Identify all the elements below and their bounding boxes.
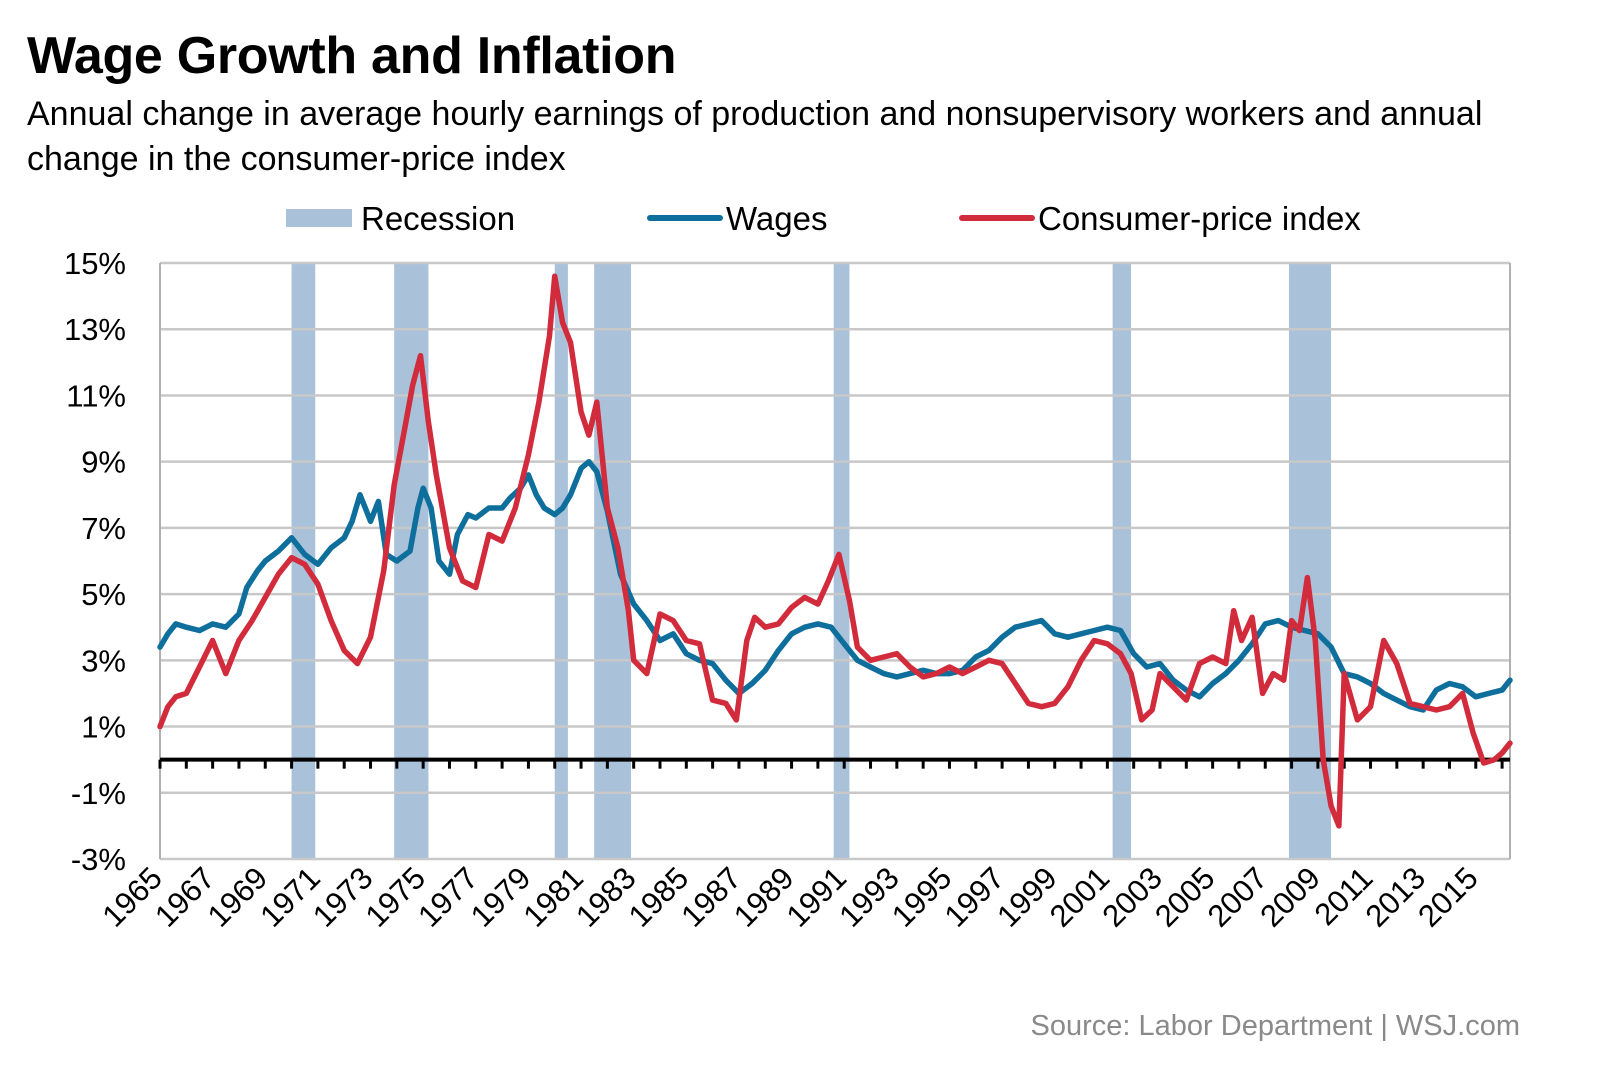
gridlines [160,261,1510,861]
x-tick-label: 2009 [1253,860,1327,934]
x-tick-label: 2003 [1095,860,1169,934]
y-tick-labels: 15% 13% 11% 9% 7% 5% 3% 1% -1% -3% [64,246,126,877]
x-tick-label: 1981 [516,860,590,934]
chart-source: Source: Labor Department | WSJ.com [1030,1010,1520,1042]
x-tick-label: 1973 [306,860,380,934]
legend-label: Recession [361,200,515,237]
x-tick-label: 1977 [411,860,485,934]
chart-title: Wage Growth and Inflation [27,27,677,85]
y-tick-label: 13% [64,312,126,347]
x-tick-label: 1997 [938,860,1012,934]
recession-bands [291,263,1332,859]
legend: Recession Wages Consumer-price index [286,200,1361,237]
x-tick-label: 1985 [622,860,696,934]
x-tick-label: 1983 [569,860,643,934]
y-tick-label: -1% [71,776,126,811]
chart-subtitle: Annual change in average hourly earnings… [27,95,1483,178]
series-line-wages [157,458,1513,713]
zero-axis [158,757,1510,769]
y-tick-label: 7% [81,511,126,546]
x-tick-label: 1989 [727,860,801,934]
x-tick-label: 1975 [359,860,433,934]
x-tick-label: 2005 [1148,860,1222,934]
x-tick-label: 1979 [464,860,538,934]
x-tick-labels: 1965196719691971197319751977197919811983… [95,860,1484,934]
x-tick-label: 1991 [780,860,854,934]
legend-recession-swatch [286,209,352,227]
y-tick-label: 1% [81,710,126,745]
y-tick-label: 15% [64,246,126,281]
series-lines [157,273,1513,829]
y-tick-label: 11% [66,378,126,413]
y-tick-label: -3% [71,842,126,877]
x-tick-label: 1999 [990,860,1064,934]
x-tick-label: 2007 [1201,860,1275,934]
y-tick-label: 9% [81,445,126,480]
y-tick-label: 3% [81,643,126,678]
y-tick-label: 5% [81,577,126,612]
recession-band [594,263,632,859]
x-tick-label: 1993 [832,860,906,934]
x-tick-label: 2011 [1308,860,1380,932]
x-tick-label: 1971 [253,860,327,934]
x-tick-label: 1987 [674,860,748,934]
legend-label: Consumer-price index [1038,200,1361,237]
series-line-consumer-price-index [157,273,1513,829]
x-tick-label: 2015 [1411,860,1485,934]
x-tick-label: 1969 [201,860,275,934]
legend-label: Wages [726,200,827,237]
x-tick-label: 2001 [1043,860,1117,934]
x-tick-label: 1995 [885,860,959,934]
recession-band [1112,263,1132,859]
x-tick-label: 2013 [1359,860,1433,934]
recession-band [554,263,568,859]
x-tick-label: 1967 [148,860,222,934]
